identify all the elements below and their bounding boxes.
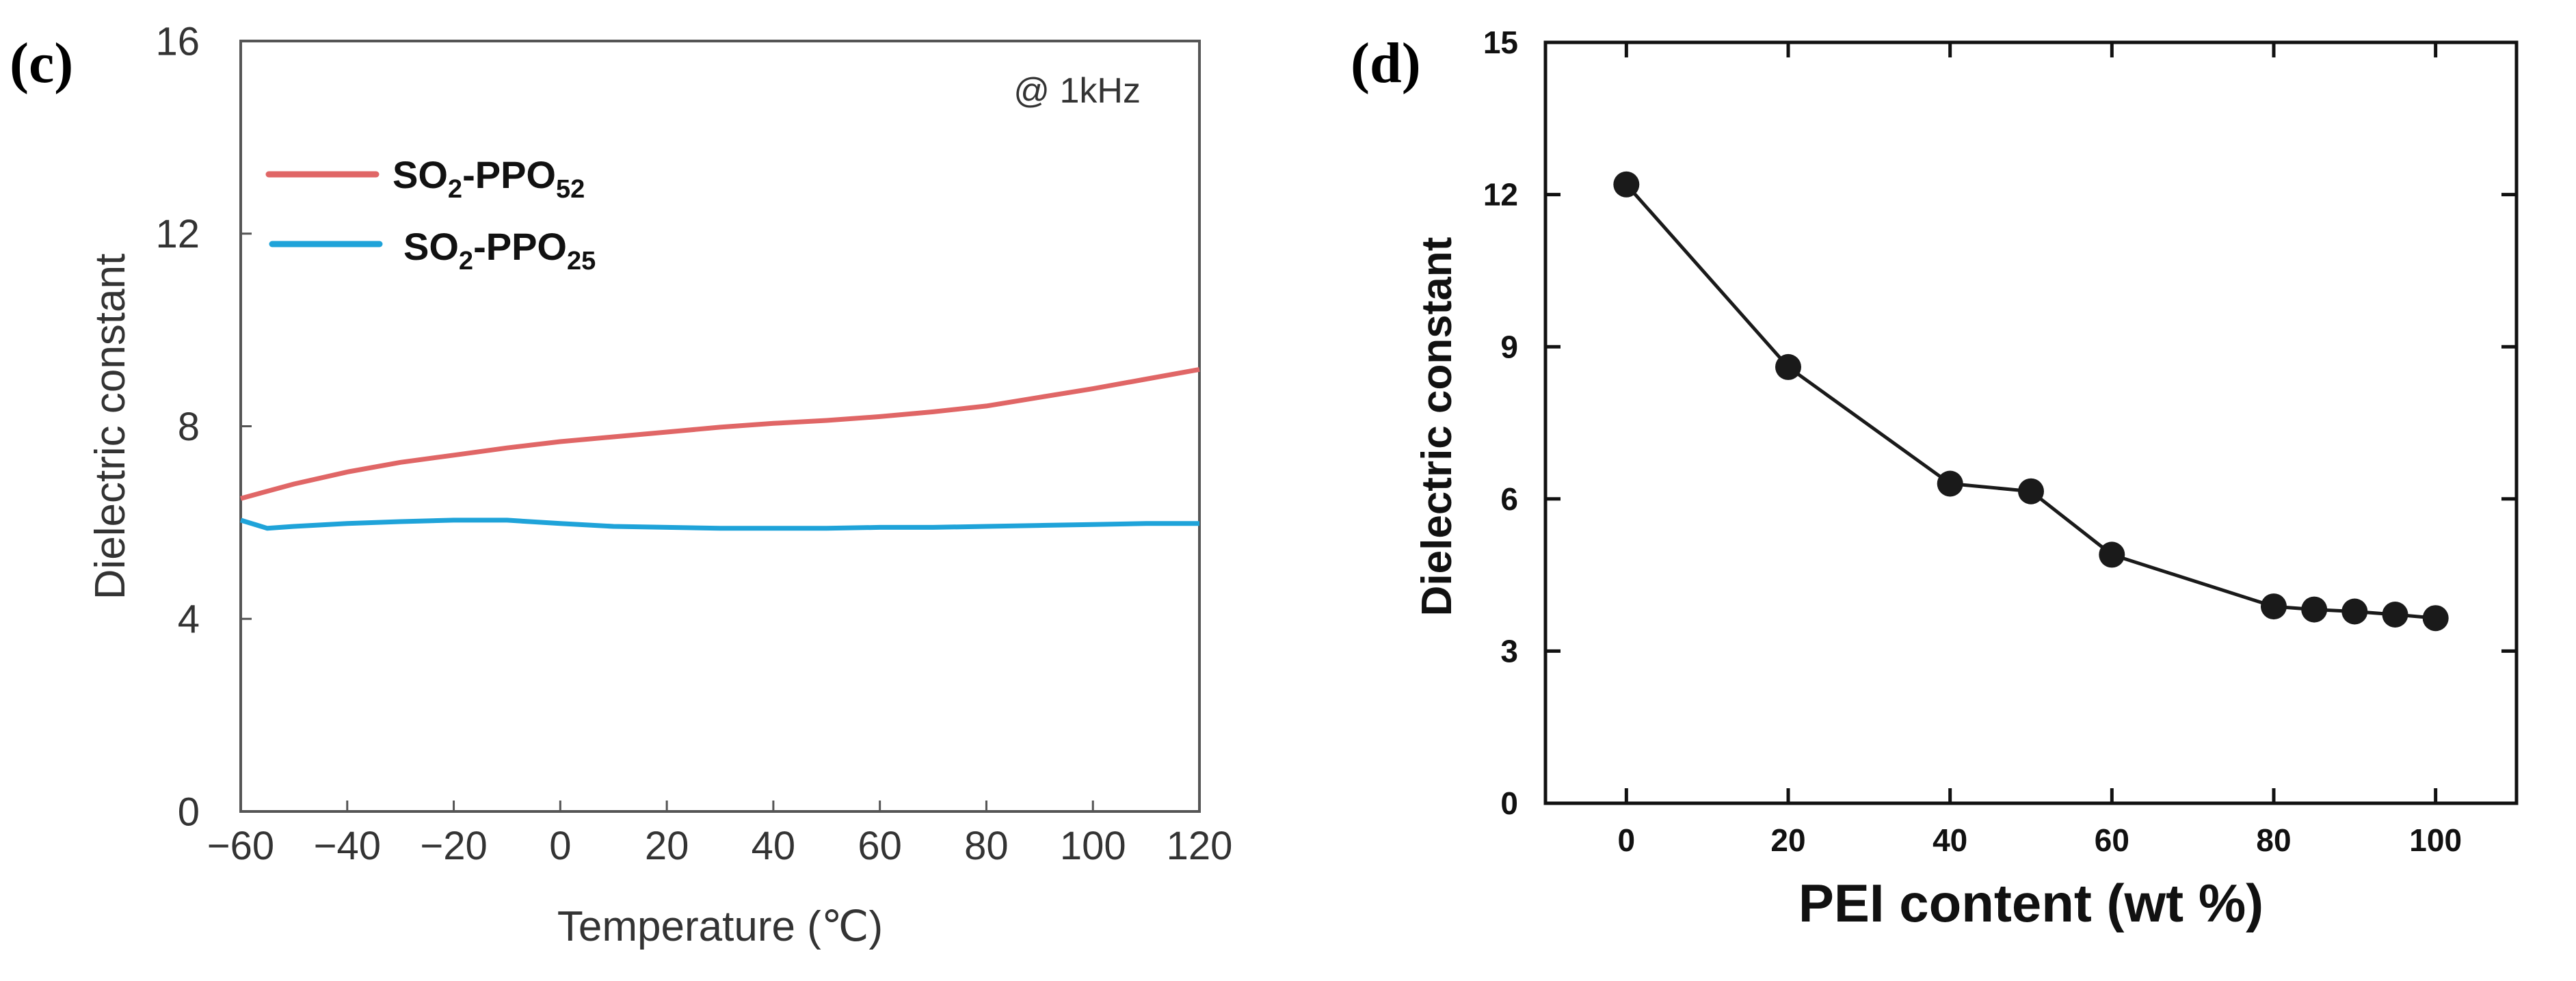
data-point-1 — [1775, 353, 1801, 380]
annotation-frequency: @ 1kHz — [1013, 71, 1141, 111]
legend-label-0-sub1: 2 — [448, 175, 462, 204]
x-tick-label-4: 20 — [645, 824, 689, 868]
x-axis-c: −60 −40 −20 0 20 40 60 80 100 120 — [207, 801, 1233, 868]
data-point-6 — [2301, 596, 2328, 623]
x-tick-label-3: 0 — [549, 824, 571, 868]
chart-panel-c: (c) 0 4 8 12 16 −60 −40 −20 0 20 40 60 80 100 120 Die… — [10, 19, 1232, 950]
y-tick-label-0: 0 — [1500, 785, 1518, 821]
y-tick-label-2: 6 — [1500, 481, 1518, 517]
series-group-d — [1613, 171, 2449, 632]
x-tick-label-5: 100 — [2409, 822, 2462, 858]
y-tick-label-1: 3 — [1500, 634, 1518, 669]
series-line-1 — [239, 518, 1199, 531]
legend-label-0-base: SO — [393, 153, 448, 196]
data-point-2 — [1937, 470, 1963, 497]
series-group-c — [239, 366, 1200, 531]
x-tick-label-8: 100 — [1060, 824, 1126, 868]
x-tick-label-2: 40 — [1933, 822, 1967, 858]
legend-label-0-mid: -PPO — [462, 153, 556, 196]
y-tick-label-3: 12 — [155, 212, 200, 256]
legend-label-1-base: SO — [403, 225, 459, 268]
x-tick-label-1: 20 — [1770, 822, 1805, 858]
data-point-3 — [2018, 478, 2044, 505]
data-point-7 — [2341, 598, 2368, 625]
legend-label-0-sub2: 52 — [556, 175, 585, 204]
series-line-d — [1625, 183, 2436, 620]
y-tick-label-4: 12 — [1483, 177, 1518, 213]
chart-panel-d: (d) 0 3 6 9 12 15 0 20 40 60 80 100 Dielectric con… — [1351, 25, 2519, 933]
y-tick-label-3: 9 — [1500, 329, 1518, 364]
x-tick-label-0: 0 — [1618, 822, 1636, 858]
panel-label-c: (c) — [10, 31, 73, 95]
plot-frame-d — [1543, 40, 2519, 805]
y-axis-label-c: Dielectric constant — [87, 254, 134, 600]
y-tick-label-1: 4 — [178, 597, 200, 642]
y-tick-label-5: 15 — [1483, 25, 1518, 60]
data-point-4 — [2099, 541, 2125, 568]
data-point-0 — [1613, 171, 1640, 198]
x-tick-label-4: 80 — [2256, 822, 2291, 858]
legend-c: SO2-PPO52 SO2-PPO25 — [265, 153, 596, 276]
legend-label-1-sub1: 2 — [459, 247, 473, 276]
y-tick-label-0: 0 — [178, 790, 200, 834]
x-axis-label-d: PEI content (wt %) — [1798, 873, 2263, 933]
x-tick-label-2: −20 — [420, 824, 487, 868]
data-point-5 — [2261, 593, 2287, 620]
x-tick-label-0: −60 — [207, 824, 274, 868]
y-axis-label-d: Dielectric constant — [1413, 237, 1461, 617]
x-axis-d: 0 20 40 60 80 100 — [1618, 42, 2462, 858]
y-axis-d: 0 3 6 9 12 15 — [1483, 25, 2517, 821]
series-line-0 — [240, 366, 1200, 501]
y-tick-label-2: 8 — [178, 405, 200, 449]
y-axis-c: 0 4 8 12 16 — [155, 19, 252, 834]
x-tick-label-9: 120 — [1167, 824, 1233, 868]
x-tick-label-6: 60 — [858, 824, 902, 868]
data-point-8 — [2382, 602, 2408, 628]
y-tick-label-4: 16 — [155, 19, 200, 64]
legend-label-1-sub2: 25 — [567, 247, 596, 276]
legend-label-1-mid: -PPO — [473, 225, 567, 268]
panel-label-d: (d) — [1351, 31, 1421, 95]
x-tick-label-3: 60 — [2095, 822, 2129, 858]
data-point-9 — [2422, 605, 2449, 632]
x-tick-label-5: 40 — [752, 824, 796, 868]
legend-label-so2-ppo52: SO2-PPO52 — [393, 153, 585, 204]
x-tick-label-7: 80 — [964, 824, 1009, 868]
x-axis-label-c: Temperature (℃) — [557, 903, 883, 950]
legend-label-so2-ppo25: SO2-PPO25 — [403, 225, 596, 276]
x-tick-label-1: −40 — [314, 824, 381, 868]
